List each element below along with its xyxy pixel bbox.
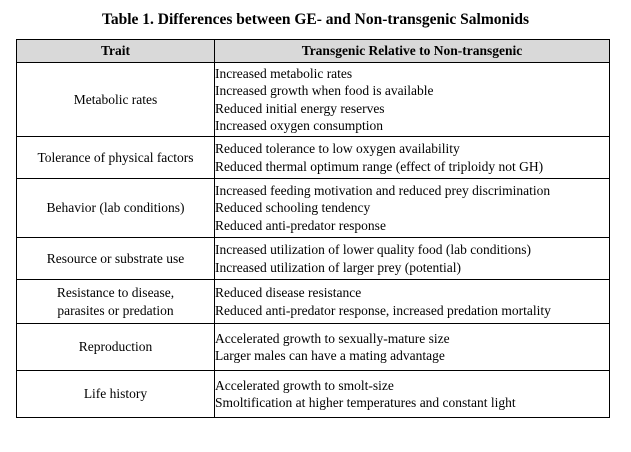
difference-item: Reduced tolerance to low oxygen availabi… (215, 141, 460, 156)
trait-label: Reproduction (78, 339, 153, 355)
difference-item: Larger males can have a mating advantage (215, 348, 445, 363)
difference-cell: Increased metabolic rates Increased grow… (214, 62, 610, 137)
difference-item: Increased metabolic rates (215, 65, 353, 81)
difference-item: Reduced thermal optimum range (effect of… (215, 158, 544, 174)
difference-item: Increased oxygen consumption (215, 118, 383, 133)
difference-cell: Reduced tolerance to low oxygen availabi… (214, 136, 610, 179)
difference-cell: Accelerated growth to smolt-size Smoltif… (214, 370, 610, 418)
table-row: Metabolic rates Increased metabolic rate… (16, 62, 610, 137)
difference-cell: Increased utilization of lower quality f… (214, 237, 610, 280)
difference-item: Reduced schooling tendency (215, 200, 371, 216)
difference-item: Reduced disease resistance (215, 285, 362, 300)
difference-item: Accelerated growth to smolt-size (215, 377, 394, 393)
difference-cell: Increased feeding motivation and reduced… (214, 178, 610, 238)
trait-label: Metabolic rates (73, 91, 158, 107)
trait-cell: Life history (16, 370, 215, 418)
trait-label: Resistance to disease, (56, 285, 175, 300)
table-row: Reproduction Accelerated growth to sexua… (16, 323, 610, 371)
trait-label: Tolerance of physical factors (37, 149, 194, 165)
difference-item: Reduced anti-predator response (215, 217, 386, 233)
salmonid-comparison-table: Trait Transgenic Relative to Non-transge… (16, 39, 610, 418)
difference-item: Reduced initial energy reserves (215, 100, 385, 116)
trait-cell: Resource or substrate use (16, 237, 215, 280)
table-row: Resistance to disease, parasites or pred… (16, 279, 610, 324)
table-caption: Table 1. Differences between GE- and Non… (101, 11, 530, 28)
trait-cell: Tolerance of physical factors (16, 136, 215, 179)
difference-item: Increased growth when food is available (215, 83, 434, 98)
table-row: Resource or substrate use Increased util… (16, 237, 610, 280)
trait-cell: Reproduction (16, 323, 215, 371)
trait-label: Life history (83, 386, 148, 402)
table-header-row: Trait Transgenic Relative to Non-transge… (16, 39, 610, 63)
difference-cell: Reduced disease resistance Reduced anti-… (214, 279, 610, 324)
table-row: Tolerance of physical factors Reduced to… (16, 136, 610, 179)
trait-cell: Resistance to disease, parasites or pred… (16, 279, 215, 324)
trait-label: parasites or predation (57, 302, 174, 318)
difference-item: Increased utilization of larger prey (po… (215, 259, 462, 275)
trait-label: Resource or substrate use (46, 250, 185, 266)
trait-cell: Metabolic rates (16, 62, 215, 137)
difference-item: Smoltification at higher temperatures an… (215, 395, 516, 410)
trait-label: Behavior (lab conditions) (46, 200, 185, 216)
difference-item: Reduced anti-predator response, increase… (215, 302, 551, 318)
difference-item: Increased feeding motivation and reduced… (215, 182, 551, 198)
table-row: Behavior (lab conditions) Increased feed… (16, 178, 610, 238)
table-row: Life history Accelerated growth to smolt… (16, 370, 610, 418)
header-trait: Trait (16, 39, 215, 63)
difference-item: Increased utilization of lower quality f… (215, 242, 532, 257)
difference-cell: Accelerated growth to sexually-mature si… (214, 323, 610, 371)
trait-cell: Behavior (lab conditions) (16, 178, 215, 238)
difference-item: Accelerated growth to sexually-mature si… (215, 330, 450, 346)
header-difference: Transgenic Relative to Non-transgenic (214, 39, 610, 63)
